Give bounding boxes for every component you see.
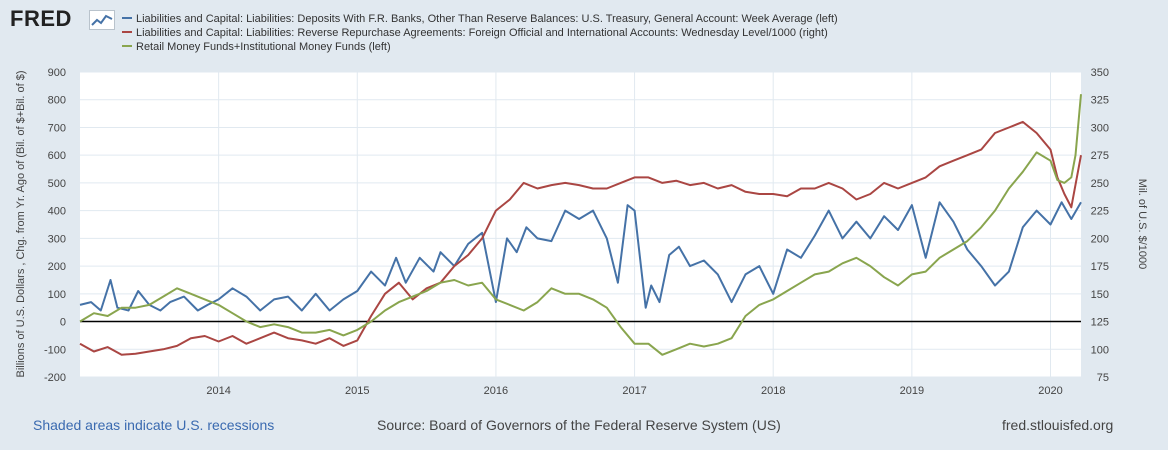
plot-area <box>80 72 1081 377</box>
site-link[interactable]: fred.stlouisfed.org <box>1002 417 1114 433</box>
x-tick: 2015 <box>345 385 369 397</box>
series-line-0 <box>79 201 1082 312</box>
legend-swatch-money-funds <box>122 45 132 48</box>
y-tick-right: 125 <box>1091 317 1109 329</box>
chart-line-icon <box>89 10 115 30</box>
y-tick-left: 800 <box>48 95 66 107</box>
x-tick: 2018 <box>761 385 785 397</box>
fred-logo[interactable]: FRED <box>10 6 72 31</box>
y-tick-left: 200 <box>48 261 66 273</box>
series-line-1 <box>79 120 1082 356</box>
x-tick: 2014 <box>206 385 230 397</box>
series-group <box>79 94 1082 356</box>
y-tick-left: 100 <box>48 289 66 301</box>
y-tick-right: 200 <box>1091 233 1109 245</box>
left-axis-label: Billions of U.S. Dollars , Chg. from Yr.… <box>15 70 27 377</box>
legend-swatch-reverse-repo <box>122 31 132 34</box>
x-axis-ticks: 2014 2015 2016 2017 2018 2019 2020 <box>206 385 1062 397</box>
legend-label-reverse-repo: Liabilities and Capital: Liabilities: Re… <box>136 27 828 39</box>
y-tick-left: 300 <box>48 233 66 245</box>
y-tick-right: 325 <box>1091 95 1109 107</box>
y-tick-right: 225 <box>1091 206 1109 218</box>
y-tick-right: 150 <box>1091 289 1109 301</box>
y-tick-left: 700 <box>48 122 66 134</box>
left-axis-ticks: -200 -100 0 100 200 300 400 500 600 700 800 900 <box>44 67 66 384</box>
legend-item-money-funds: Retail Money Funds+Institutional Money F… <box>122 40 838 54</box>
y-tick-left: 500 <box>48 178 66 190</box>
source-note: Source: Board of Governors of the Federa… <box>377 417 781 433</box>
legend-item-reverse-repo: Liabilities and Capital: Liabilities: Re… <box>122 26 838 40</box>
y-tick-right: 250 <box>1091 178 1109 190</box>
y-tick-right: 175 <box>1091 261 1109 273</box>
y-tick-right: 100 <box>1091 344 1109 356</box>
x-tick: 2017 <box>622 385 646 397</box>
chart-legend: Liabilities and Capital: Liabilities: De… <box>122 12 838 54</box>
x-tick: 2019 <box>900 385 924 397</box>
y-tick-left: 900 <box>48 67 66 79</box>
y-tick-left: -100 <box>44 344 66 356</box>
legend-swatch-treasury <box>122 17 132 20</box>
y-tick-right: 75 <box>1097 372 1109 384</box>
recessions-note[interactable]: Shaded areas indicate U.S. recessions <box>33 417 275 433</box>
legend-item-treasury: Liabilities and Capital: Liabilities: De… <box>122 12 838 26</box>
y-tick-left: 400 <box>48 206 66 218</box>
right-axis-ticks: 75 100 125 150 175 200 225 250 275 300 325 350 <box>1091 67 1109 384</box>
x-tick: 2016 <box>484 385 508 397</box>
y-tick-left: 0 <box>60 317 66 329</box>
right-axis-label: Mil. of U.S. $/1000 <box>1136 179 1148 270</box>
y-tick-right: 350 <box>1091 67 1109 79</box>
y-tick-left: 600 <box>48 150 66 162</box>
series-line-2 <box>79 94 1082 356</box>
legend-label-treasury: Liabilities and Capital: Liabilities: De… <box>136 13 838 25</box>
legend-label-money-funds: Retail Money Funds+Institutional Money F… <box>136 41 391 53</box>
y-tick-right: 300 <box>1091 122 1109 134</box>
y-tick-left: -200 <box>44 372 66 384</box>
x-tick: 2020 <box>1038 385 1062 397</box>
y-tick-right: 275 <box>1091 150 1109 162</box>
grid-lines <box>80 71 1081 378</box>
